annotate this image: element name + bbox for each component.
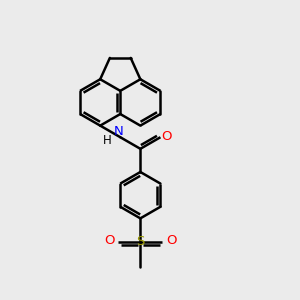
Text: O: O [104, 234, 115, 247]
Text: H: H [103, 134, 112, 147]
Text: O: O [166, 234, 176, 247]
Text: N: N [113, 125, 123, 138]
Text: S: S [136, 235, 145, 248]
Text: O: O [161, 130, 172, 142]
